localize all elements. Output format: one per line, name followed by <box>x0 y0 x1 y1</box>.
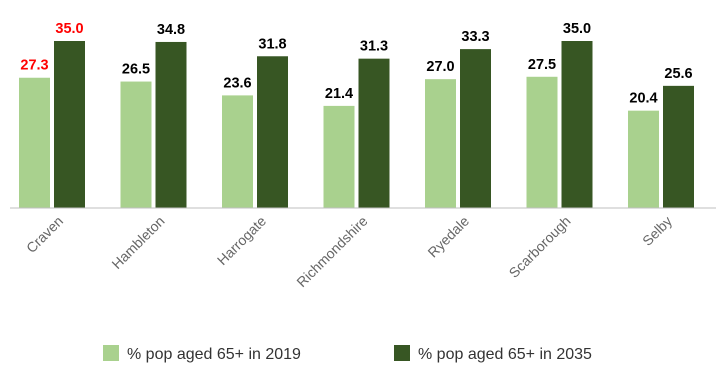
bar-richmondshire-2019 <box>323 105 355 208</box>
x-tick-craven: Craven <box>23 213 66 256</box>
x-tick-selby: Selby <box>639 213 675 249</box>
legend-item-2035: % pop aged 65+ in 2035 <box>394 345 592 363</box>
value-label-ryedale-2035: 33.3 <box>461 29 489 45</box>
x-tick-richmondshire: Richmondshire <box>293 213 370 290</box>
bar-hambleton-2019 <box>120 81 152 208</box>
value-label-hambleton-2019: 26.5 <box>122 62 150 78</box>
bar-harrogate-2035 <box>257 56 288 208</box>
bar-harrogate-2019 <box>222 95 253 208</box>
value-label-ryedale-2019: 27.0 <box>426 59 454 75</box>
x-tick-harrogate: Harrogate <box>214 213 269 268</box>
legend-label-2019: % pop aged 65+ in 2019 <box>127 346 301 363</box>
bar-scarborough-2035 <box>561 41 593 208</box>
value-label-selby-2035: 25.6 <box>664 66 692 82</box>
bar-craven-2035 <box>54 41 85 208</box>
bar-richmondshire-2035 <box>358 58 390 209</box>
value-label-scarborough-2019: 27.5 <box>528 57 556 73</box>
value-labels: 27.3 35.0 26.5 34.8 23.6 31.8 21.4 31.3 27.0 33.3… <box>20 21 692 107</box>
bar-ryedale-2035 <box>460 49 491 209</box>
value-label-harrogate-2019: 23.6 <box>223 75 251 91</box>
x-tick-labels: Craven Hambleton Harrogate Richmondshire Rye… <box>23 213 675 290</box>
value-label-craven-2019: 27.3 <box>20 58 48 74</box>
bar-scarborough-2019 <box>526 76 558 209</box>
bar-selby-2035 <box>663 85 694 208</box>
legend-label-2035: % pop aged 65+ in 2035 <box>418 346 592 363</box>
value-label-craven-2035: 35.0 <box>55 21 83 37</box>
bar-craven-2019 <box>19 77 50 209</box>
legend-swatch-2019 <box>103 345 119 361</box>
value-label-selby-2019: 20.4 <box>629 91 657 107</box>
bar-hambleton-2035 <box>155 41 187 208</box>
value-label-richmondshire-2019: 21.4 <box>325 86 353 102</box>
legend-swatch-2035 <box>394 345 410 361</box>
value-label-richmondshire-2035: 31.3 <box>360 39 388 55</box>
x-tick-hambleton: Hambleton <box>108 213 167 272</box>
value-label-harrogate-2035: 31.8 <box>258 36 286 52</box>
x-tick-ryedale: Ryedale <box>424 213 472 261</box>
legend: % pop aged 65+ in 2019 % pop aged 65+ in… <box>103 345 592 363</box>
legend-item-2019: % pop aged 65+ in 2019 <box>103 345 301 363</box>
x-tick-scarborough: Scarborough <box>506 213 574 281</box>
value-label-hambleton-2035: 34.8 <box>157 22 185 38</box>
bar-selby-2019 <box>628 110 659 208</box>
bar-ryedale-2019 <box>425 79 456 209</box>
value-label-scarborough-2035: 35.0 <box>563 21 591 37</box>
bars <box>19 41 694 209</box>
